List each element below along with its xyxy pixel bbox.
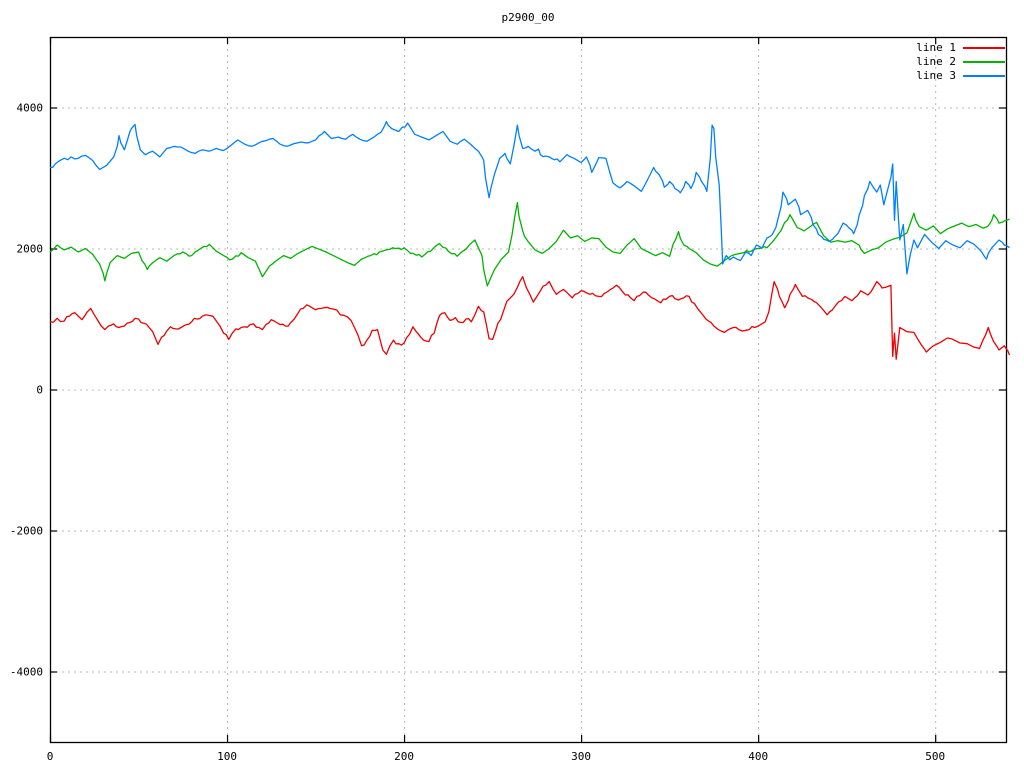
legend-line-sample: [963, 74, 1005, 77]
x-tick-label: 300: [571, 750, 592, 763]
legend-label: line 3: [916, 69, 956, 82]
x-tick-label: 0: [46, 750, 54, 763]
y-tick-label: -4000: [9, 665, 43, 678]
y-tick-label: 2000: [16, 242, 44, 255]
x-tick-label: 100: [217, 750, 237, 763]
legend-row: line 2: [916, 55, 1005, 68]
series-line-3: [50, 120, 1010, 275]
legend-line-sample: [963, 60, 1005, 63]
legend: line 1 line 2 line 3: [916, 41, 1005, 82]
y-tick-label: 4000: [16, 101, 44, 114]
legend-line-sample: [963, 46, 1005, 49]
legend-label: line 2: [916, 55, 956, 68]
plot-border: [49, 36, 1008, 744]
x-tick-label: 400: [748, 750, 769, 763]
series-line-2: [49, 202, 1010, 287]
legend-row: line 1: [916, 41, 1005, 54]
series-line-1: [49, 276, 1011, 360]
y-tick-label: 0: [36, 383, 43, 396]
legend-label: line 1: [916, 41, 956, 54]
chart-title: p2900_00: [501, 11, 555, 24]
y-tick-label: -2000: [9, 524, 43, 537]
legend-row: line 3: [916, 69, 1005, 82]
x-tick-label: 500: [925, 750, 946, 763]
x-tick-label: 200: [394, 750, 414, 763]
